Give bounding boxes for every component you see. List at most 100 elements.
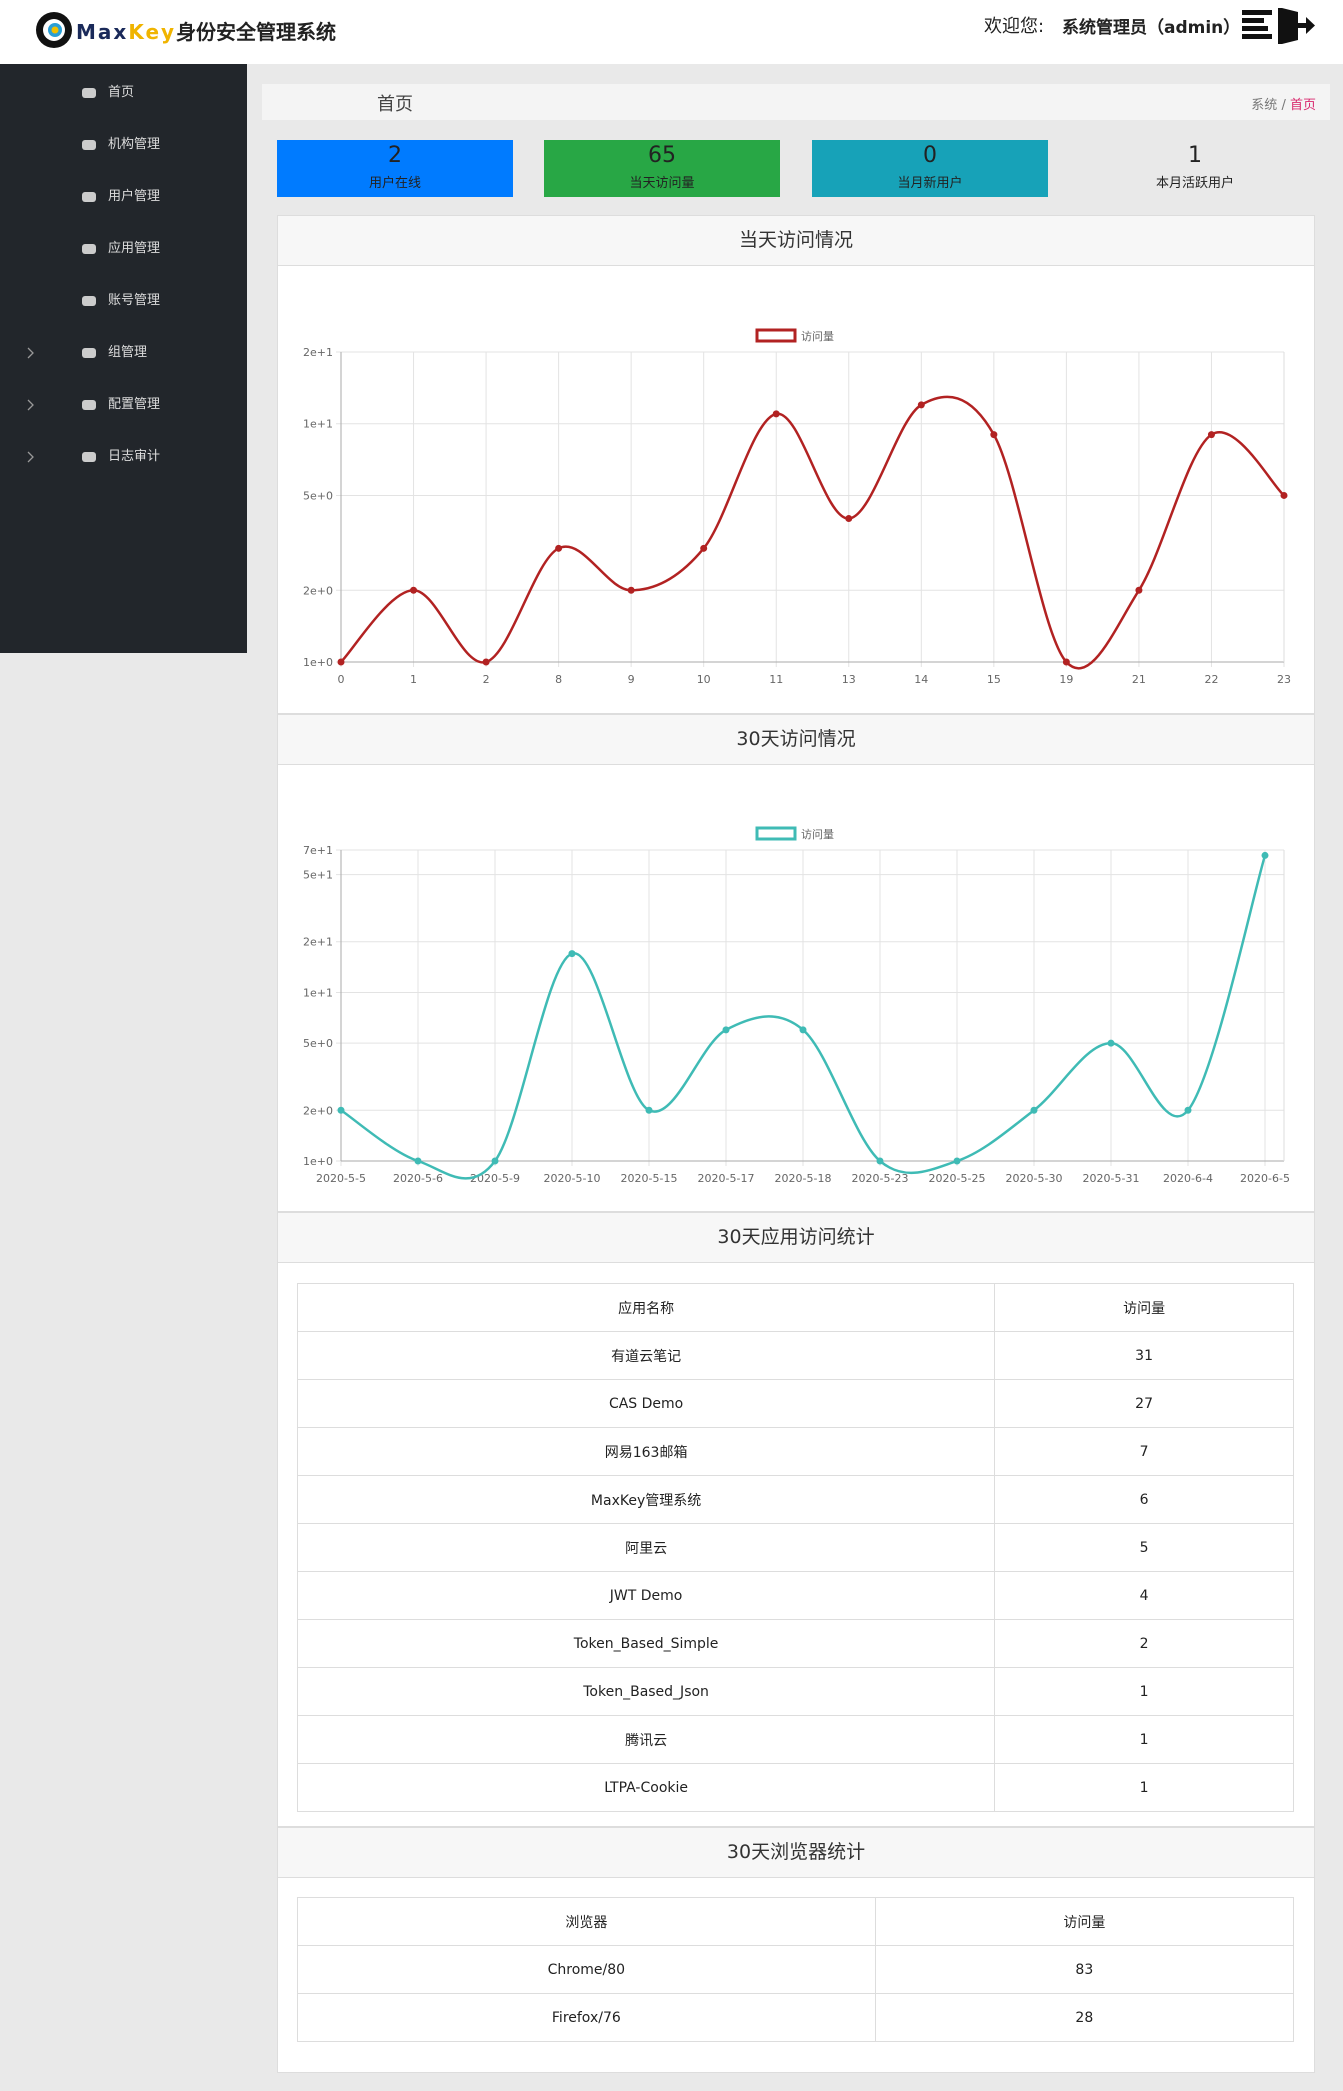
- menu-label: 日志审计: [108, 449, 161, 464]
- table: 应用名称 访问量 有道云笔记 31 CAS Demo 27 网易163邮箱 7 MaxKey管理…: [296, 1283, 1294, 1812]
- icon-shape: [82, 296, 96, 306]
- point: [1184, 1106, 1192, 1114]
- point: [700, 544, 708, 552]
- table-cell: 6: [994, 1475, 1294, 1524]
- logo-title: 身份安全管理系统: [176, 20, 337, 44]
- panel-title: 30天浏览器统计: [278, 1828, 1314, 1878]
- point: [953, 1157, 961, 1165]
- point: [491, 1157, 499, 1165]
- table-cell: MaxKey管理系统: [296, 1475, 996, 1524]
- point: [1107, 1039, 1115, 1047]
- table-cell: 网易163邮箱: [296, 1427, 996, 1476]
- stat-box: 65 当天访问量: [544, 140, 780, 197]
- logo-text: MaxKey身份安全管理系统: [76, 16, 336, 45]
- point: [555, 544, 563, 552]
- column-header: 访问量: [994, 1283, 1294, 1332]
- menu-item[interactable]: 应用管理: [0, 234, 247, 264]
- menu-item[interactable]: 日志审计: [0, 442, 247, 472]
- table-row: Token_Based_Simple 2: [296, 1619, 1294, 1668]
- menu-item[interactable]: 组管理: [0, 338, 247, 368]
- point: [410, 586, 418, 594]
- point: [1207, 431, 1215, 439]
- y-tick-label: 5e+1: [303, 869, 333, 882]
- user-name[interactable]: 系统管理员（admin）: [1062, 18, 1241, 38]
- chevron: [27, 347, 34, 359]
- x-tick-label: 19: [1059, 673, 1073, 686]
- x-tick-label: 2020-5-6: [393, 1172, 443, 1185]
- table-row: JWT Demo 4: [296, 1571, 1294, 1620]
- x-tick-label: 8: [555, 673, 562, 686]
- icon-shape: [82, 88, 96, 98]
- menu-label: 机构管理: [108, 137, 161, 152]
- table-cell: Chrome/80: [297, 1945, 876, 1994]
- logout-icon[interactable]: [1240, 6, 1316, 46]
- chart: 1e+0 2e+0 5e+0 1e+1 2e+1 0 1 2 8 9 10 11 13 14 15 19 21 2…: [303, 328, 1291, 686]
- icon-shape: [82, 348, 96, 358]
- breadcrumb-bar: 首页 系统 / 首页: [262, 84, 1330, 120]
- menu-icon: [82, 400, 96, 410]
- x-tick-label: 2020-5-23: [852, 1172, 909, 1185]
- x-tick-label: 2020-5-9: [470, 1172, 520, 1185]
- x-tick-label: 11: [769, 673, 783, 686]
- x-tick-label: 2020-5-10: [544, 1172, 601, 1185]
- stat-value: 2: [388, 143, 402, 168]
- menu-label: 应用管理: [108, 241, 161, 256]
- table-cell: 5: [994, 1523, 1294, 1572]
- table-cell: Token_Based_Simple: [296, 1619, 996, 1668]
- y-tick-label: 5e+0: [303, 489, 333, 502]
- y-tick-label: 2e+0: [303, 584, 333, 597]
- point: [1062, 658, 1070, 666]
- chevron: [27, 399, 34, 411]
- table-panel: 30天应用访问统计 应用名称 访问量 有道云笔记 31 CAS Demo 27 网易163邮箱…: [277, 1212, 1315, 1827]
- menu-item[interactable]: 配置管理: [0, 390, 247, 420]
- stat-value: 0: [923, 143, 937, 168]
- x-tick-label: 9: [628, 673, 635, 686]
- logo-key: Key: [128, 20, 177, 44]
- menu-item[interactable]: 账号管理: [0, 286, 247, 316]
- point: [1135, 586, 1143, 594]
- panel-title: 30天访问情况: [278, 715, 1314, 765]
- x-tick-label: 0: [338, 673, 345, 686]
- table-row: Chrome/80 83: [297, 1945, 1295, 1994]
- table-row: LTPA-Cookie 1: [296, 1763, 1294, 1812]
- x-tick-label: 2020-5-15: [621, 1172, 678, 1185]
- menu-icon: [82, 192, 96, 202]
- chart-panel: 30天访问情况 1e+0 2e+0 5e+0 1e+1 2e+1 5e+1 7e+1 2020-…: [277, 714, 1315, 1212]
- menu-label: 组管理: [108, 345, 148, 360]
- x-tick-label: 23: [1277, 673, 1291, 686]
- icon-shape: [82, 244, 96, 254]
- menu-item[interactable]: 用户管理: [0, 182, 247, 212]
- icon-shape: [82, 140, 96, 150]
- point: [1030, 1106, 1038, 1114]
- menu-label: 配置管理: [108, 397, 161, 412]
- line-series: [340, 395, 1285, 670]
- legend-swatch: [755, 328, 797, 343]
- stat-label: 当月新用户: [897, 176, 963, 191]
- stat-value: 1: [1188, 143, 1202, 168]
- sidebar: 首页机构管理用户管理应用管理账号管理组管理配置管理日志审计: [0, 64, 247, 653]
- x-tick-label: 2020-5-30: [1006, 1172, 1063, 1185]
- table-cell: 1: [994, 1763, 1294, 1812]
- table-cell: 28: [874, 1993, 1295, 2042]
- x-tick-label: 13: [842, 673, 856, 686]
- x-tick-label: 2020-5-17: [698, 1172, 755, 1185]
- column-header: 应用名称: [296, 1283, 996, 1332]
- crumb[interactable]: 系统: [1251, 98, 1278, 113]
- point: [799, 1026, 807, 1034]
- table-row: 腾讯云 1: [296, 1715, 1294, 1764]
- x-tick-label: 2020-5-25: [929, 1172, 986, 1185]
- stat-box: 0 当月新用户: [812, 140, 1048, 197]
- chart: 1e+0 2e+0 5e+0 1e+1 2e+1 5e+1 7e+1 2020-5-5 2020…: [303, 826, 1290, 1185]
- menu-icon: [82, 88, 96, 98]
- header-row: 应用名称 访问量: [296, 1283, 1294, 1332]
- x-tick-label: 22: [1204, 673, 1218, 686]
- y-tick-label: 2e+1: [303, 346, 333, 359]
- y-tick-label: 2e+1: [303, 936, 333, 949]
- panel-title: 当天访问情况: [278, 216, 1314, 266]
- table-cell: 7: [994, 1427, 1294, 1476]
- stat-box: 1 本月活跃用户: [1077, 140, 1313, 197]
- menu-item[interactable]: 机构管理: [0, 130, 247, 160]
- menu-item[interactable]: 首页: [0, 78, 247, 108]
- table-row: Firefox/76 28: [297, 1993, 1295, 2042]
